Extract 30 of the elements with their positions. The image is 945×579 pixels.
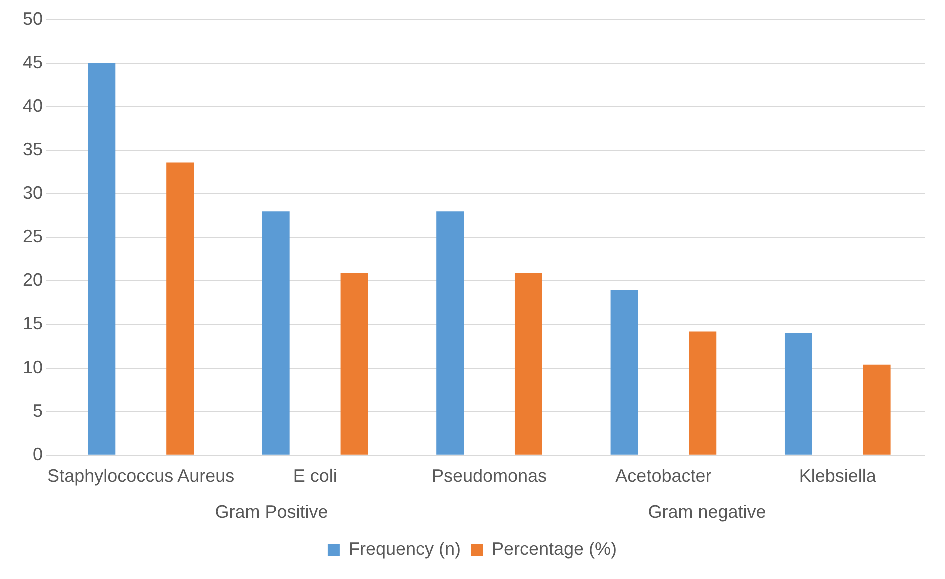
y-tick-label: 0 bbox=[33, 444, 44, 464]
y-tick-label: 20 bbox=[22, 270, 44, 290]
bar bbox=[340, 273, 368, 455]
y-tick-label: 15 bbox=[22, 314, 44, 334]
y-tick-label: 25 bbox=[22, 226, 44, 247]
x-tick-label: Klebsiella bbox=[799, 466, 878, 486]
bar bbox=[689, 332, 717, 455]
bar bbox=[610, 290, 638, 455]
y-tick-label: 50 bbox=[22, 8, 44, 29]
legend-label: Frequency (n) bbox=[348, 538, 461, 559]
y-tick-label: 5 bbox=[33, 400, 44, 421]
y-tick-label: 35 bbox=[22, 140, 44, 160]
x-tick-label: Acetobacter bbox=[616, 466, 712, 486]
x-tick-label: Pseudomonas bbox=[432, 466, 548, 486]
bar bbox=[262, 212, 290, 455]
bar bbox=[784, 333, 812, 455]
legend-label: Percentage (%) bbox=[492, 538, 618, 559]
bar bbox=[436, 212, 464, 455]
y-tick-label: 45 bbox=[22, 52, 44, 73]
y-tick-label: 30 bbox=[22, 183, 44, 204]
y-tick-label: 10 bbox=[22, 357, 44, 378]
bar bbox=[514, 273, 542, 455]
x-tick-label: Staphylococcus Aureus bbox=[48, 466, 235, 486]
x-tick-label: E coli bbox=[293, 466, 338, 486]
bar bbox=[863, 364, 891, 455]
bar bbox=[88, 64, 116, 455]
text: Gram negative bbox=[648, 502, 766, 522]
bar bbox=[166, 162, 194, 455]
text: Gram Positive bbox=[215, 502, 328, 522]
y-tick-label: 40 bbox=[22, 96, 44, 116]
